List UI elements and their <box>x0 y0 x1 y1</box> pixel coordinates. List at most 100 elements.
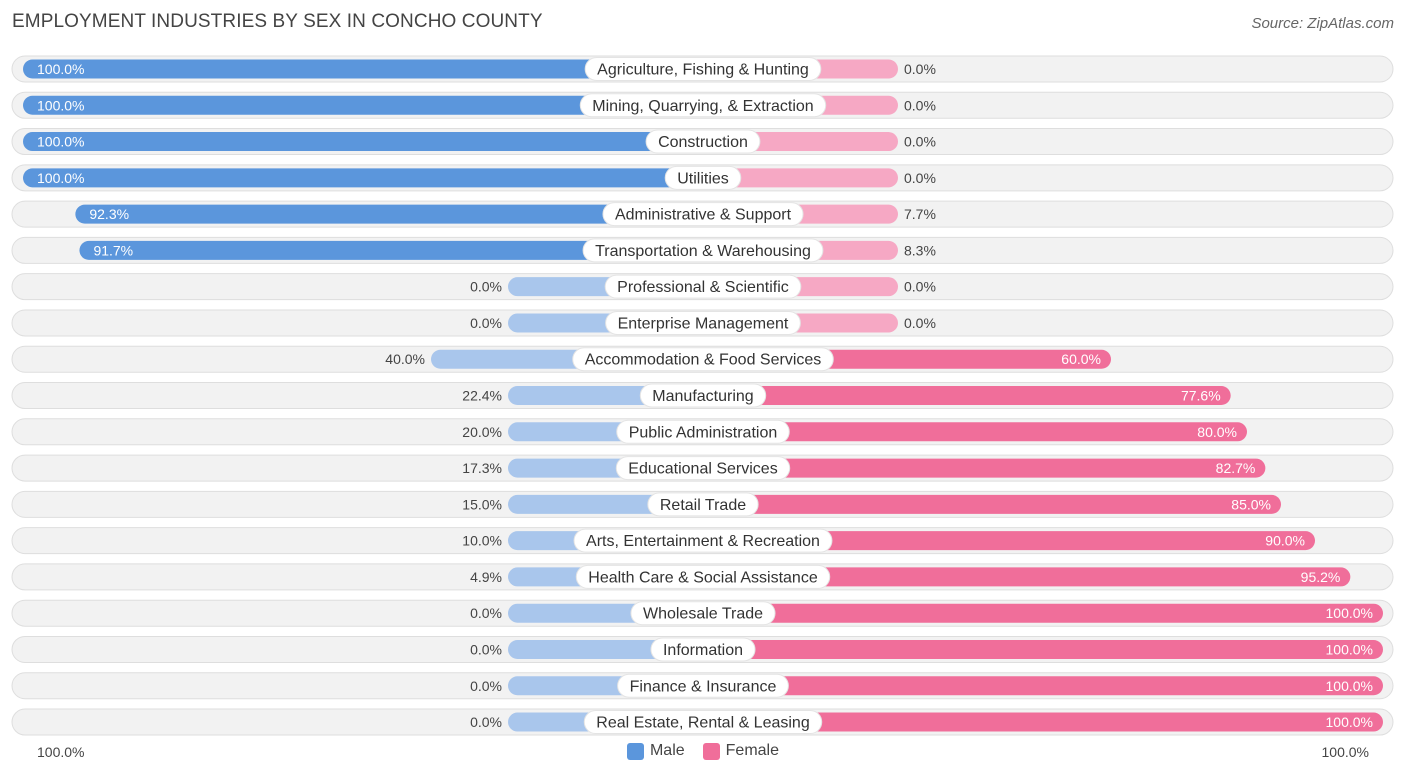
label-male-health-care-social-assistance: 4.9% <box>470 569 502 585</box>
label-male-transportation-warehousing: 91.7% <box>93 242 133 258</box>
label-male-administrative-support: 92.3% <box>89 206 129 222</box>
bar-female-real-estate-rental-leasing <box>703 712 1383 732</box>
category-label-administrative-support: Administrative & Support <box>615 207 792 224</box>
bar-female-retail-trade <box>703 494 1281 514</box>
chart-title: EMPLOYMENT INDUSTRIES BY SEX IN CONCHO C… <box>12 11 543 32</box>
category-pill-transportation-warehousing <box>582 238 824 263</box>
category-label-accommodation-food-services: Accommodation & Food Services <box>585 352 822 369</box>
axis-left-label: 100.0% <box>37 744 85 760</box>
category-label-real-estate-rental-leasing: Real Estate, Rental & Leasing <box>596 715 809 732</box>
category-pill-real-estate-rental-leasing <box>583 710 823 735</box>
category-pill-agriculture-fishing-hunting <box>584 57 822 81</box>
bar-female-public-administration <box>703 422 1247 442</box>
label-male-construction: 100.0% <box>37 134 84 150</box>
legend-swatch-male <box>626 742 644 760</box>
label-male-finance-insurance: 0.0% <box>470 678 502 694</box>
label-male-mining-quarrying-extraction: 100.0% <box>37 97 84 113</box>
label-female-manufacturing: 77.6% <box>1181 388 1221 404</box>
category-label-retail-trade: Retail Trade <box>660 497 746 514</box>
bar-male-utilities <box>23 168 703 188</box>
category-label-information: Information <box>663 642 743 659</box>
bar-female-information <box>703 639 1383 659</box>
bar-female-health-care-social-assistance <box>703 567 1351 587</box>
category-pill-mining-quarrying-extraction <box>579 93 827 118</box>
bar-female-wholesale-trade <box>703 603 1383 623</box>
legend-item-female: Female <box>702 742 780 760</box>
category-pill-public-administration <box>616 419 790 444</box>
category-label-mining-quarrying-extraction: Mining, Quarrying, & Extraction <box>592 98 813 115</box>
bar-female-finance-insurance <box>703 676 1383 696</box>
legend: Male Female <box>0 742 1406 760</box>
category-pill-construction <box>645 129 761 154</box>
bar-female-educational-services <box>703 458 1266 478</box>
category-pill-manufacturing <box>639 383 767 408</box>
category-pill-arts-entertainment-recreation <box>573 528 833 553</box>
label-female-public-administration: 80.0% <box>1197 424 1237 440</box>
label-male-retail-trade: 15.0% <box>462 496 502 512</box>
label-female-accommodation-food-services: 60.0% <box>1061 351 1101 367</box>
category-pill-retail-trade <box>647 492 759 517</box>
category-label-utilities: Utilities <box>677 170 729 187</box>
category-pill-finance-insurance <box>617 673 789 698</box>
category-pill-wholesale-trade <box>630 601 776 626</box>
label-male-real-estate-rental-leasing: 0.0% <box>470 714 502 730</box>
source-label: Source: ZipAtlas.com <box>1251 15 1394 32</box>
category-label-enterprise-management: Enterprise Management <box>618 315 789 332</box>
label-male-public-administration: 20.0% <box>462 424 502 440</box>
category-label-health-care-social-assistance: Health Care & Social Assistance <box>588 569 818 586</box>
label-female-transportation-warehousing: 8.3% <box>904 242 936 258</box>
label-female-administrative-support: 7.7% <box>904 206 936 222</box>
label-male-manufacturing: 22.4% <box>462 388 502 404</box>
category-label-professional-scientific: Professional & Scientific <box>617 279 789 296</box>
category-pill-utilities <box>664 165 742 190</box>
category-label-manufacturing: Manufacturing <box>652 388 753 405</box>
bar-male-administrative-support <box>75 204 704 224</box>
bar-male-mining-quarrying-extraction <box>23 95 703 115</box>
category-label-transportation-warehousing: Transportation & Warehousing <box>595 243 811 260</box>
label-male-wholesale-trade: 0.0% <box>470 605 502 621</box>
category-label-wholesale-trade: Wholesale Trade <box>643 606 763 623</box>
category-pill-administrative-support <box>602 202 804 227</box>
label-male-agriculture-fishing-hunting: 100.0% <box>37 61 84 77</box>
category-label-finance-insurance: Finance & Insurance <box>630 678 777 695</box>
category-label-educational-services: Educational Services <box>628 461 777 478</box>
label-female-wholesale-trade: 100.0% <box>1326 605 1373 621</box>
category-pill-health-care-social-assistance <box>575 564 831 589</box>
legend-label-male: Male <box>649 742 685 759</box>
legend-item-male: Male <box>626 742 685 760</box>
label-female-retail-trade: 85.0% <box>1231 496 1271 512</box>
category-pill-accommodation-food-services <box>572 347 834 372</box>
label-male-accommodation-food-services: 40.0% <box>385 351 425 367</box>
label-female-professional-scientific: 0.0% <box>904 279 936 295</box>
legend-label-female: Female <box>725 742 780 759</box>
category-label-agriculture-fishing-hunting: Agriculture, Fishing & Hunting <box>597 62 809 79</box>
label-female-arts-entertainment-recreation: 90.0% <box>1265 533 1305 549</box>
label-female-health-care-social-assistance: 95.2% <box>1301 569 1341 585</box>
category-label-public-administration: Public Administration <box>629 424 778 441</box>
label-female-agriculture-fishing-hunting: 0.0% <box>904 61 936 77</box>
label-female-finance-insurance: 100.0% <box>1326 678 1373 694</box>
bar-male-construction <box>23 132 703 152</box>
label-female-utilities: 0.0% <box>904 170 936 186</box>
category-label-construction: Construction <box>658 134 748 151</box>
label-male-arts-entertainment-recreation: 10.0% <box>462 533 502 549</box>
category-pill-educational-services <box>615 456 791 481</box>
bar-male-agriculture-fishing-hunting <box>23 59 703 79</box>
category-pill-enterprise-management <box>605 310 801 335</box>
axis-right-label: 100.0% <box>1321 744 1369 760</box>
label-female-enterprise-management: 0.0% <box>904 315 936 331</box>
label-female-real-estate-rental-leasing: 100.0% <box>1326 714 1373 730</box>
label-male-professional-scientific: 0.0% <box>470 279 502 295</box>
label-female-construction: 0.0% <box>904 134 936 150</box>
label-female-mining-quarrying-extraction: 0.0% <box>904 97 936 113</box>
label-female-educational-services: 82.7% <box>1216 460 1256 476</box>
label-male-utilities: 100.0% <box>37 170 84 186</box>
label-male-information: 0.0% <box>470 641 502 657</box>
label-male-educational-services: 17.3% <box>462 460 502 476</box>
category-label-arts-entertainment-recreation: Arts, Entertainment & Recreation <box>586 533 820 550</box>
category-pill-information <box>650 637 756 662</box>
label-female-information: 100.0% <box>1326 641 1373 657</box>
bar-female-manufacturing <box>703 386 1231 406</box>
bar-female-arts-entertainment-recreation <box>703 531 1315 551</box>
